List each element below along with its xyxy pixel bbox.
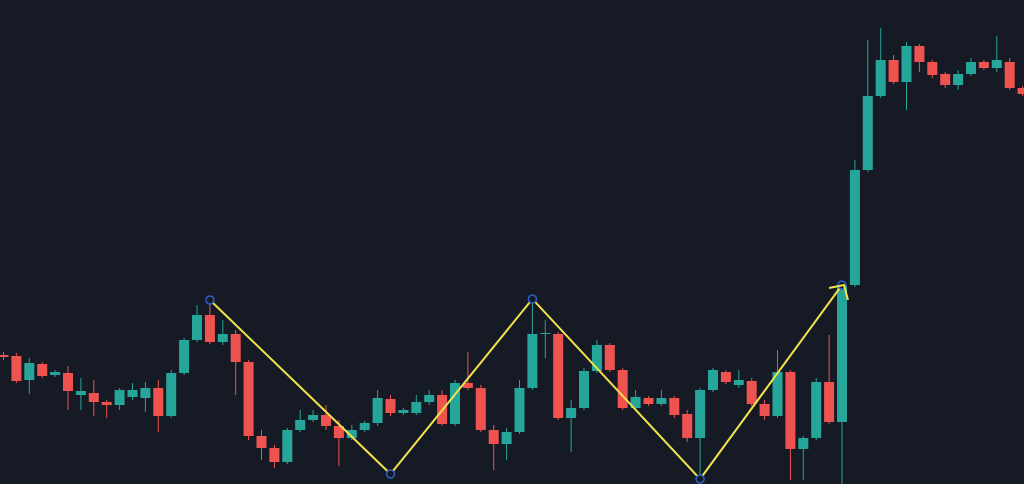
candle-body: [656, 398, 667, 404]
candle-body: [398, 410, 409, 413]
candle-body: [359, 423, 370, 430]
candle-body: [733, 380, 744, 385]
candle-body: [450, 383, 460, 424]
zigzag-point: [527, 294, 538, 304]
candle-body: [862, 96, 873, 170]
candle-body: [527, 334, 538, 388]
candle-body: [11, 356, 22, 381]
candle-body: [604, 345, 615, 370]
zigzag-point: [695, 474, 705, 484]
candles: [0, 28, 1024, 484]
candle-body: [927, 62, 938, 75]
candle-body: [475, 388, 486, 430]
candle-body: [50, 372, 61, 375]
candle-body: [462, 383, 473, 388]
candle-body: [772, 372, 783, 416]
candle-body: [669, 398, 680, 415]
candle-body: [566, 408, 577, 418]
candle-body: [837, 285, 847, 422]
candle-body: [192, 315, 202, 340]
candle-body: [708, 370, 718, 390]
candle-body: [243, 362, 254, 436]
candle-body: [966, 62, 976, 74]
candle-body: [720, 372, 731, 382]
candle-body: [695, 390, 706, 438]
candle-body: [811, 382, 822, 438]
candle-body: [140, 388, 151, 398]
candle-body: [875, 60, 886, 96]
candle-body: [940, 74, 951, 85]
candle-body: [127, 390, 138, 397]
candle-body: [295, 420, 306, 430]
zigzag: [205, 280, 847, 484]
candle-body: [217, 334, 228, 342]
candle-body: [346, 430, 357, 438]
candle-body: [1017, 88, 1024, 94]
candle-body: [798, 438, 809, 449]
candle-body: [424, 395, 435, 402]
candle-body: [114, 390, 125, 405]
candle-body: [37, 364, 48, 376]
candle-body: [411, 402, 422, 413]
candle-body: [630, 397, 641, 408]
zigzag-point: [385, 469, 396, 479]
candle-body: [63, 373, 73, 391]
candle-body: [308, 415, 319, 420]
candle-body: [204, 315, 215, 342]
candle-body: [849, 170, 860, 285]
candle-body: [901, 46, 912, 82]
candle-body: [153, 388, 164, 416]
candle-body: [88, 393, 99, 402]
candle-body: [914, 46, 925, 62]
candle-body: [591, 345, 602, 371]
candle-body: [282, 430, 293, 462]
candle-body: [230, 334, 241, 362]
candle-body: [759, 404, 770, 416]
candle-body: [372, 398, 383, 423]
zigzag-point: [205, 295, 215, 305]
candle-body: [643, 398, 654, 404]
candle-body: [256, 436, 267, 448]
candle-body: [991, 60, 1002, 68]
candle-body: [385, 399, 396, 413]
candle-body: [514, 388, 525, 432]
candle-body: [333, 426, 344, 438]
candle-body: [75, 391, 86, 395]
candle-body: [953, 74, 964, 85]
candle-body: [501, 432, 512, 444]
arrow-head: [828, 283, 849, 301]
candle-body: [1004, 62, 1015, 88]
candle-body: [746, 381, 757, 404]
candle-body: [785, 372, 796, 449]
candle-body: [579, 371, 589, 408]
candle-body: [0, 355, 9, 357]
candle-body: [553, 334, 564, 418]
candle-body: [888, 60, 899, 82]
candle-body: [617, 370, 628, 408]
candle-body: [24, 363, 35, 380]
candle-body: [166, 373, 177, 416]
candle-body: [179, 340, 190, 373]
candle-body: [540, 333, 551, 334]
candle-body: [269, 448, 280, 462]
candle-body: [321, 415, 331, 426]
candle-body: [101, 402, 112, 405]
candle-body: [488, 430, 499, 444]
candle-body: [682, 414, 693, 438]
candle-body: [824, 382, 835, 422]
candle-body: [978, 62, 989, 68]
